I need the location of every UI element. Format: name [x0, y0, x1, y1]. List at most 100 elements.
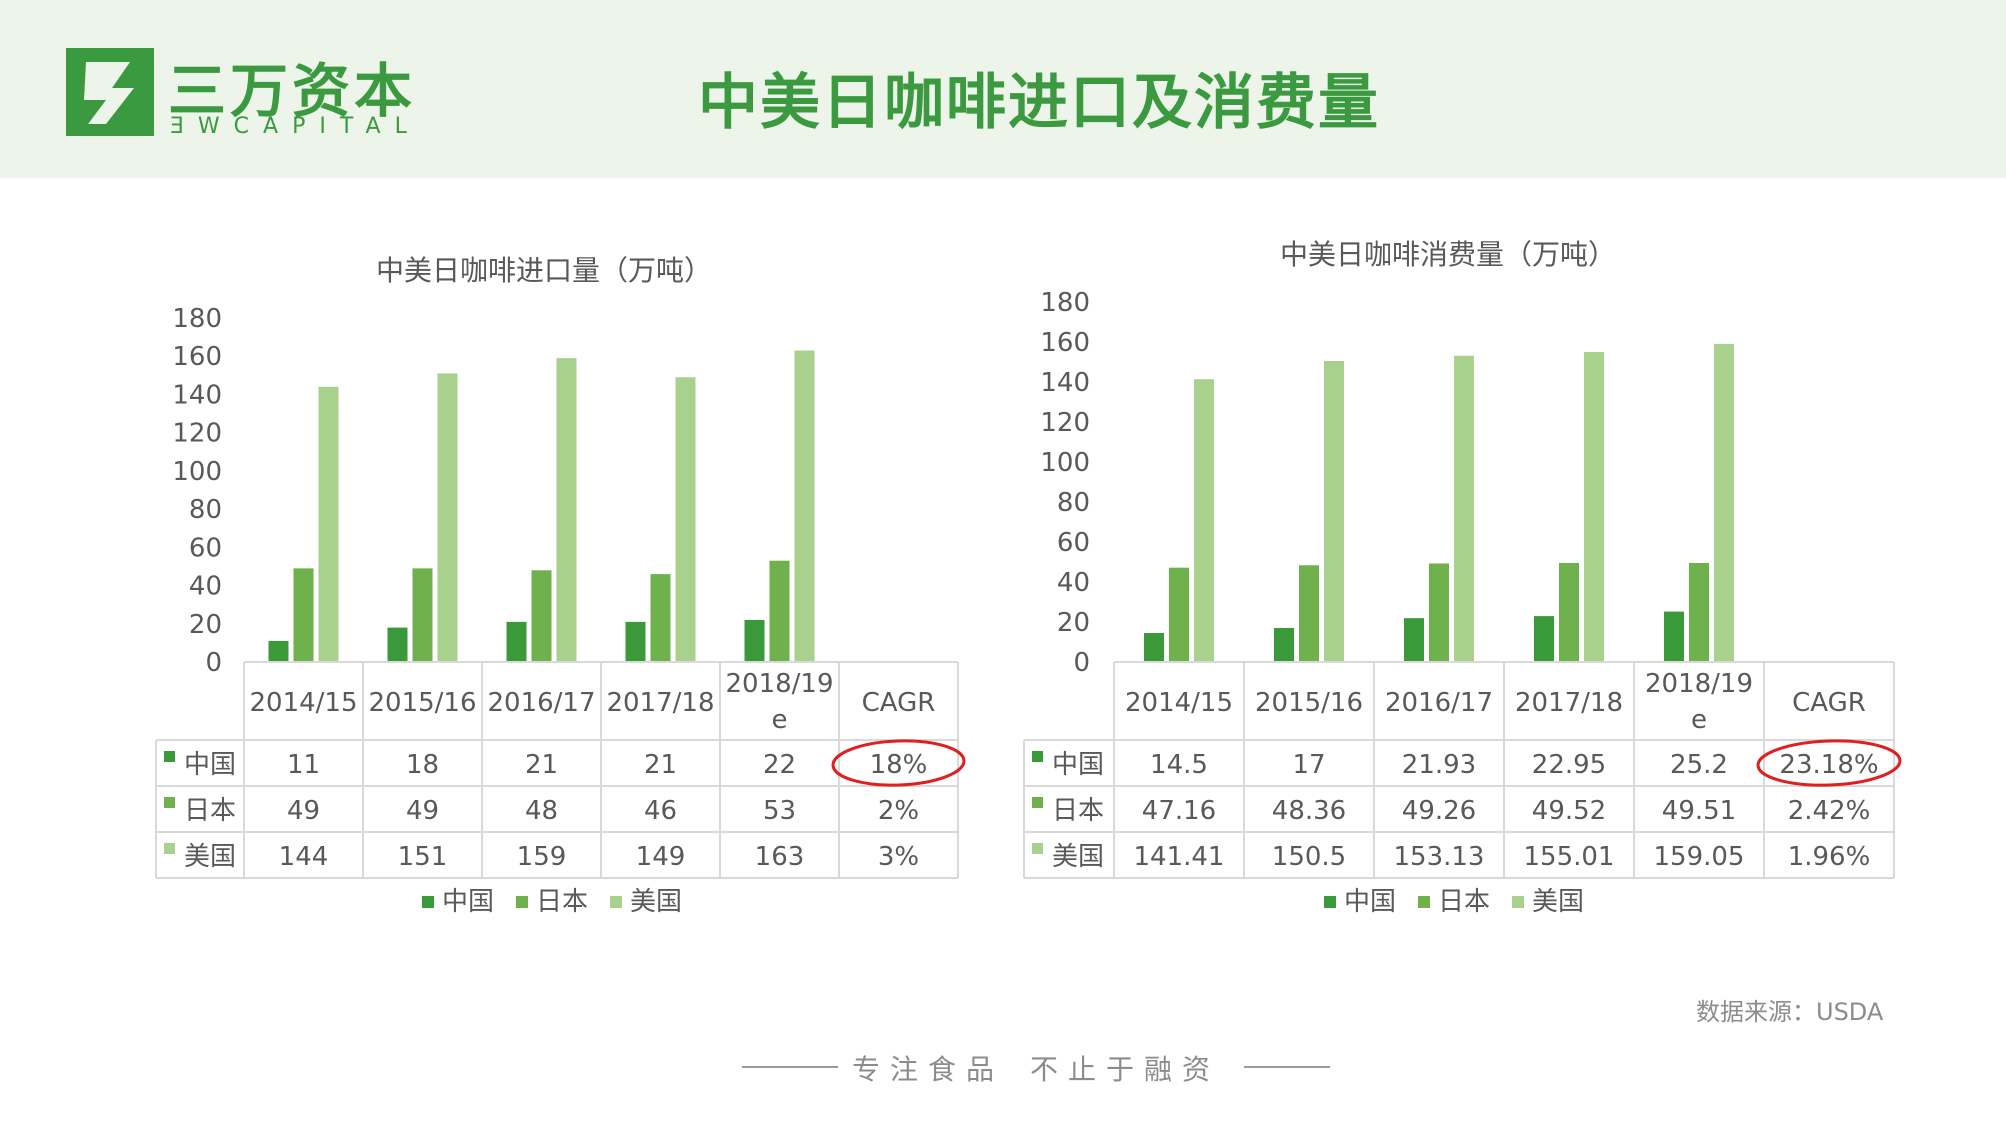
chart-1-bar-usa — [1194, 379, 1214, 662]
chart-0-table-cell: 46 — [644, 796, 677, 826]
chart-1-ytick-label: 120 — [1040, 408, 1090, 438]
chart-1-ytick-label: 20 — [1057, 608, 1090, 638]
logo-text: 三万资本 — [168, 57, 417, 125]
chart-1-table-cell: 49.26 — [1402, 796, 1476, 826]
logo-icon — [66, 48, 154, 136]
chart-1-bar-usa — [1584, 351, 1604, 662]
chart-1-bar-china — [1144, 633, 1164, 662]
chart-0-ytick-label: 100 — [172, 457, 222, 487]
chart-1-category-label: 2015/16 — [1255, 688, 1363, 718]
chart-0-legend-swatch-usa — [610, 896, 622, 908]
chart-0-legend-label: 日本 — [536, 887, 588, 917]
footer-divider-left — [742, 1066, 838, 1068]
chart-1-legend-label: 美国 — [1532, 887, 1584, 917]
chart-1-table-cell: 21.93 — [1402, 750, 1476, 780]
chart-0-bar-japan — [293, 568, 314, 662]
chart-0-row-swatch-china — [164, 751, 175, 762]
chart-1-table-cell: 49.51 — [1662, 796, 1736, 826]
chart-0-table-cell: 21 — [525, 750, 558, 780]
chart-1-bar-china — [1534, 616, 1554, 662]
chart-0-table-cell: 18 — [406, 750, 439, 780]
chart-0-table-cell: 11 — [287, 750, 320, 780]
chart-0-table-cell: 149 — [636, 842, 686, 872]
chart-0-row-swatch-usa — [164, 843, 175, 854]
chart-0-legend-label: 美国 — [630, 887, 682, 917]
chart-1-highlight-circle — [1756, 739, 1902, 787]
chart-1-ytick-label: 180 — [1040, 288, 1090, 318]
chart-0-bar-usa — [794, 350, 815, 662]
chart-1-ytick-label: 60 — [1057, 528, 1090, 558]
chart-0-legend-label: 中国 — [442, 887, 494, 917]
chart-0-category-label: 2017/18 — [606, 688, 714, 718]
chart-1-ytick-label: 40 — [1057, 568, 1090, 598]
chart-1-title: 中美日咖啡消费量（万吨） — [1280, 238, 1616, 271]
chart-1-bar-usa — [1454, 355, 1474, 662]
chart-0-category-label: 2015/16 — [368, 688, 476, 718]
chart-0-highlight-circle — [831, 739, 966, 787]
chart-0-bar-japan — [412, 568, 433, 662]
header-bar: 三万资本 ƎWCAPITAL 中美日咖啡进口及消费量 — [0, 0, 2006, 178]
chart-0-table-cell: 144 — [279, 842, 329, 872]
chart-1-row-label: 中国 — [1052, 750, 1104, 780]
chart-1-legend-swatch-japan — [1418, 896, 1430, 908]
chart-1-ytick-label: 100 — [1040, 448, 1090, 478]
chart-0-row-label: 日本 — [184, 796, 236, 826]
chart-1-bar-usa — [1324, 361, 1344, 662]
chart-1-legend-label: 日本 — [1438, 887, 1490, 917]
chart-1-bar-japan — [1689, 562, 1709, 662]
slogan: 专注食品 不止于融资 — [852, 1048, 1246, 1088]
chart-0-category-label: 2014/15 — [249, 688, 357, 718]
chart-1-table-cell: 14.5 — [1150, 750, 1208, 780]
chart-0-ytick-label: 140 — [172, 380, 222, 410]
chart-1-cagr-cell-usa: 1.96% — [1788, 842, 1871, 872]
chart-1-table-cell: 150.5 — [1272, 842, 1346, 872]
chart-1-row-label: 美国 — [1052, 842, 1104, 872]
chart-0-table-cell: 49 — [287, 796, 320, 826]
chart-0-ytick-label: 40 — [189, 572, 222, 602]
chart-1-table-cell: 25.2 — [1670, 750, 1728, 780]
chart-1-ytick-label: 80 — [1057, 488, 1090, 518]
chart-0-category-label: 2016/17 — [487, 688, 595, 718]
chart-1-bar-japan — [1169, 567, 1189, 662]
chart-0-table-cell: 159 — [517, 842, 567, 872]
chart-1-table-cell: 22.95 — [1532, 750, 1606, 780]
chart-1-bar-japan — [1559, 562, 1579, 662]
chart-1-cagr-cell-japan: 2.42% — [1788, 796, 1871, 826]
chart-1-row-swatch-usa — [1032, 843, 1043, 854]
chart-0-cagr-cell-usa: 3% — [878, 842, 919, 872]
chart-0-ytick-label: 80 — [189, 495, 222, 525]
chart-1-legend-label: 中国 — [1344, 887, 1396, 917]
chart-1-category-label: 2018/19 e — [1645, 669, 1753, 735]
chart-1-row-swatch-japan — [1032, 797, 1043, 808]
chart-0-bar-usa — [675, 377, 696, 662]
chart-0-table-cell: 22 — [763, 750, 796, 780]
chart-1-category-label: 2014/15 — [1125, 688, 1233, 718]
chart-1-category-label: 2017/18 — [1515, 688, 1623, 718]
chart-0-ytick-label: 60 — [189, 533, 222, 563]
chart-1-table-cell: 17 — [1292, 750, 1325, 780]
chart-1-bar-japan — [1429, 563, 1449, 662]
chart-1-bar-china — [1274, 628, 1294, 662]
chart-0-bar-china — [387, 627, 408, 662]
chart-0-cagr-cell-japan: 2% — [878, 796, 919, 826]
chart-0-legend-swatch-china — [422, 896, 434, 908]
chart-1-ytick-label: 160 — [1040, 328, 1090, 358]
chart-0-bar-usa — [556, 358, 577, 662]
chart-0-table-cell: 163 — [755, 842, 805, 872]
data-source: 数据来源：USDA — [1696, 998, 1884, 1026]
chart-0-bar-japan — [531, 570, 552, 662]
chart-0-legend-swatch-japan — [516, 896, 528, 908]
chart-1-row-label: 日本 — [1052, 796, 1104, 826]
page-title: 中美日咖啡进口及消费量 — [698, 68, 1380, 138]
chart-1-ytick-label: 0 — [1073, 648, 1090, 678]
chart-1-bar-usa — [1714, 343, 1734, 662]
chart-1-table-cell: 153.13 — [1394, 842, 1485, 872]
chart-0-table-cell: 48 — [525, 796, 558, 826]
chart-0-table-cell: 151 — [398, 842, 448, 872]
chart-1-table-cell: 159.05 — [1654, 842, 1745, 872]
chart-1-legend-swatch-usa — [1512, 896, 1524, 908]
chart-1-table-cell: 49.52 — [1532, 796, 1606, 826]
footer-divider-right — [1244, 1066, 1330, 1068]
chart-0-ytick-label: 20 — [189, 610, 222, 640]
